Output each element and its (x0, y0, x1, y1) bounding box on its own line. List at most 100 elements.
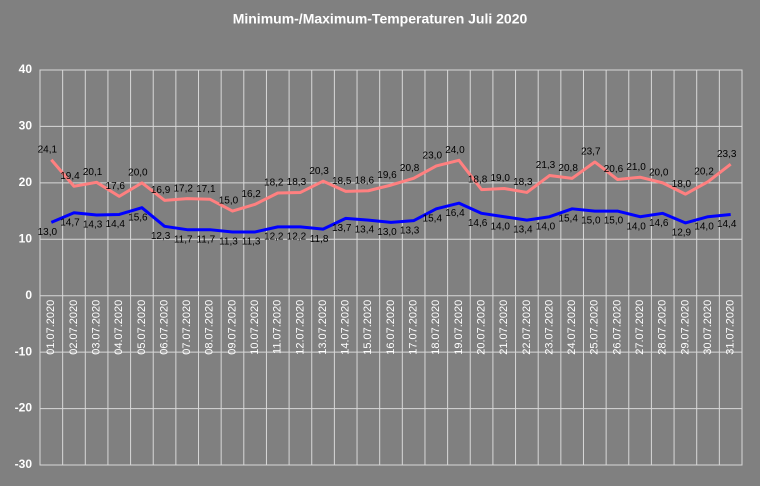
data-label: 24,1 (38, 144, 58, 155)
data-label: 20,8 (400, 163, 420, 174)
y-tick-label: 10 (19, 231, 33, 245)
data-label: 18,8 (468, 174, 488, 185)
data-label: 15,4 (423, 213, 443, 224)
data-label: 20,1 (83, 167, 103, 178)
data-label: 13,4 (355, 225, 375, 236)
y-tick-label: 0 (25, 288, 32, 302)
data-label: 14,0 (490, 221, 510, 232)
x-tick-label: 17.07.2020 (408, 300, 420, 355)
data-label: 18,2 (264, 178, 284, 189)
data-label: 16,4 (445, 208, 465, 219)
data-label: 17,1 (196, 184, 216, 195)
x-tick-label: 02.07.2020 (68, 300, 80, 355)
x-tick-label: 07.07.2020 (181, 300, 193, 355)
data-label: 18,0 (672, 179, 692, 190)
data-label: 16,2 (241, 189, 261, 200)
data-label: 20,2 (694, 166, 714, 177)
data-label: 20,6 (604, 164, 624, 175)
data-label: 17,2 (173, 183, 193, 194)
data-label: 13,4 (513, 225, 533, 236)
data-label: 11,3 (219, 237, 238, 248)
data-label: 11,8 (310, 234, 329, 245)
data-label: 19,6 (377, 170, 397, 181)
x-tick-label: 06.07.2020 (158, 300, 170, 355)
data-label: 13,3 (400, 225, 420, 236)
x-tick-label: 14.07.2020 (340, 300, 352, 355)
plot-area (39, 69, 743, 466)
data-label: 15,0 (581, 216, 601, 227)
x-tick-label: 18.07.2020 (430, 300, 442, 355)
data-label: 18,6 (355, 175, 375, 186)
data-label: 18,3 (287, 177, 307, 188)
data-label: 14,0 (626, 221, 646, 232)
data-label: 15,0 (219, 196, 239, 207)
data-label: 14,4 (717, 219, 737, 230)
x-tick-label: 20.07.2020 (475, 300, 487, 355)
x-tick-label: 29.07.2020 (679, 300, 691, 355)
data-label: 23,7 (581, 147, 601, 158)
data-label: 23,3 (717, 149, 737, 160)
data-label: 11,3 (242, 237, 261, 248)
x-tick-label: 23.07.2020 (543, 300, 555, 355)
y-tick-label: 30 (19, 119, 33, 133)
x-tick-label: 27.07.2020 (634, 300, 646, 355)
data-label: 13,7 (332, 223, 352, 234)
data-label: 20,0 (128, 167, 148, 178)
x-tick-label: 25.07.2020 (589, 300, 601, 355)
data-label: 14,4 (106, 219, 126, 230)
data-label: 21,0 (626, 162, 646, 173)
data-label: 14,6 (649, 218, 669, 229)
data-label: 12,2 (264, 232, 284, 243)
data-label: 11,7 (196, 234, 215, 245)
series-line (50, 158, 732, 213)
x-tick-label: 13.07.2020 (317, 300, 329, 355)
data-label: 14,6 (468, 218, 488, 229)
x-tick-label: 05.07.2020 (136, 300, 148, 355)
data-label: 20,8 (558, 163, 578, 174)
x-tick-label: 04.07.2020 (113, 300, 125, 355)
data-label: 23,0 (423, 151, 443, 162)
data-label: 14,0 (694, 221, 714, 232)
data-label: 15,0 (604, 216, 624, 227)
x-tick-label: 10.07.2020 (249, 300, 261, 355)
data-label: 11,7 (174, 234, 193, 245)
data-label: 24,0 (445, 145, 465, 156)
y-tick-label: -30 (15, 457, 33, 471)
x-tick-label: 16.07.2020 (385, 300, 397, 355)
data-label: 19,4 (60, 171, 80, 182)
x-tick-label: 24.07.2020 (566, 300, 578, 355)
data-label: 18,3 (513, 177, 533, 188)
x-tick-label: 31.07.2020 (725, 300, 737, 355)
x-tick-label: 11.07.2020 (272, 300, 284, 354)
data-label: 12,9 (672, 228, 692, 239)
data-label: 20,0 (649, 167, 669, 178)
data-label: 16,9 (151, 185, 171, 196)
y-tick-label: -20 (15, 401, 33, 415)
data-label: 19,0 (490, 173, 510, 184)
x-tick-label: 28.07.2020 (657, 300, 669, 355)
data-label: 14,3 (83, 220, 103, 231)
data-label: 14,7 (60, 217, 80, 228)
data-label: 17,6 (106, 181, 126, 192)
y-tick-label: -10 (15, 344, 33, 358)
x-tick-label: 19.07.2020 (453, 300, 465, 355)
x-tick-label: 30.07.2020 (702, 300, 714, 355)
x-tick-label: 22.07.2020 (521, 300, 533, 355)
data-label: 12,2 (287, 232, 307, 243)
x-tick-label: 03.07.2020 (91, 300, 103, 355)
x-tick-label: 12.07.2020 (294, 300, 306, 355)
x-tick-label: 01.07.2020 (45, 300, 57, 355)
y-tick-label: 20 (19, 175, 33, 189)
x-tick-label: 21.07.2020 (498, 300, 510, 355)
data-label: 15,4 (558, 213, 578, 224)
data-label: 21,3 (536, 160, 556, 171)
x-tick-label: 09.07.2020 (226, 300, 238, 355)
y-tick-label: 40 (19, 62, 33, 76)
x-tick-label: 08.07.2020 (204, 300, 216, 355)
series-line (50, 201, 731, 234)
data-label: 18,5 (332, 176, 352, 187)
data-label: 15,6 (128, 212, 148, 223)
data-label: 20,3 (309, 166, 329, 177)
chart-title: Minimum-/Maximum-Temperaturen Juli 2020 (233, 11, 528, 27)
